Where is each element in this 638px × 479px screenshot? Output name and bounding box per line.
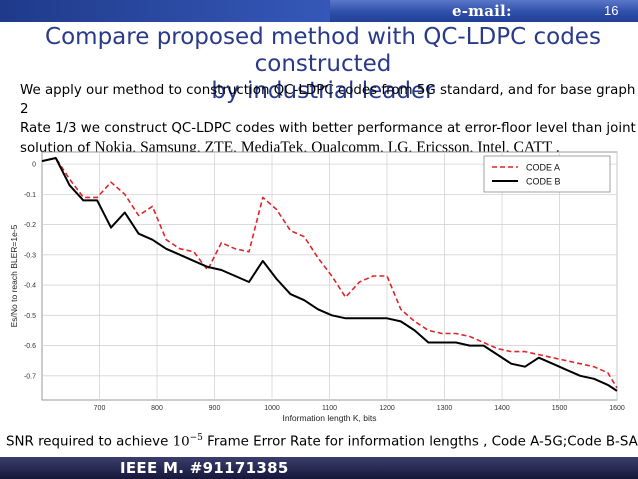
y-tick-label: 0 — [32, 162, 36, 169]
x-axis-label: Information length K, bits — [282, 413, 376, 423]
chart-container: 0 -0.1 -0.2 -0.3 -0.4 -0.5 -0.6 -0.7 700 800 900 1… — [0, 140, 638, 430]
y-tick-label: -0.3 — [24, 252, 36, 259]
ieee-membership: IEEE M. #91171385 — [120, 459, 289, 477]
line-chart: 0 -0.1 -0.2 -0.3 -0.4 -0.5 -0.6 -0.7 700 800 900 1… — [9, 151, 625, 423]
top-banner — [0, 0, 638, 22]
description-line2: Rate 1/3 we construct QC-LDPC codes with… — [20, 121, 636, 136]
description-line1: We apply our method to construction QC-L… — [20, 83, 636, 117]
x-tick-label: 1200 — [379, 405, 395, 412]
x-tick-label: 900 — [209, 405, 221, 412]
page-number: 16 — [604, 3, 619, 18]
x-tick-label: 800 — [151, 405, 163, 412]
x-tick-label: 1500 — [552, 405, 568, 412]
y-axis-label: Es/No to reach BLER=1e-5 — [9, 224, 19, 327]
x-tick-label: 1600 — [609, 405, 625, 412]
y-tick-label: -0.1 — [24, 192, 36, 199]
x-tick-label: 1100 — [322, 405, 337, 412]
x-tick-label: 1400 — [494, 405, 510, 412]
y-tick-label: -0.6 — [24, 343, 36, 350]
chart-caption: SNR required to achieve 10−5 Frame Error… — [6, 433, 638, 449]
bottom-banner — [0, 457, 638, 479]
caption-suffix: Frame Error Rate for information lengths… — [202, 434, 638, 450]
email-address: e-mail: L@Lcrypto.com — [452, 2, 584, 38]
caption-prefix: SNR required to achieve — [6, 434, 173, 450]
caption-math-exponent: −5 — [189, 433, 203, 443]
top-banner-left — [0, 0, 330, 22]
series-line-code-b — [41, 157, 618, 392]
y-tick-label: -0.4 — [24, 283, 36, 290]
description: We apply our method to construction QC-L… — [20, 81, 636, 158]
x-tick-label: 1000 — [264, 405, 280, 412]
slide-title-line1: Compare proposed method with QC-LDPC cod… — [45, 24, 601, 77]
y-tick-label: -0.2 — [24, 222, 36, 229]
x-tick-label: 1300 — [437, 405, 453, 412]
y-tick-label: -0.5 — [24, 313, 36, 320]
legend-box — [483, 155, 611, 193]
x-tick-label: 700 — [94, 405, 106, 412]
slide-title-line2: by industrial leader — [211, 78, 435, 104]
y-tick-label: -0.7 — [24, 373, 36, 380]
legend-label: CODE B — [526, 177, 561, 187]
slide-title: Compare proposed method with QC-LDPC cod… — [10, 24, 636, 105]
series-line-code-a — [41, 157, 618, 389]
caption-math-base: 10 — [172, 434, 190, 450]
legend-label: CODE A — [526, 163, 560, 173]
